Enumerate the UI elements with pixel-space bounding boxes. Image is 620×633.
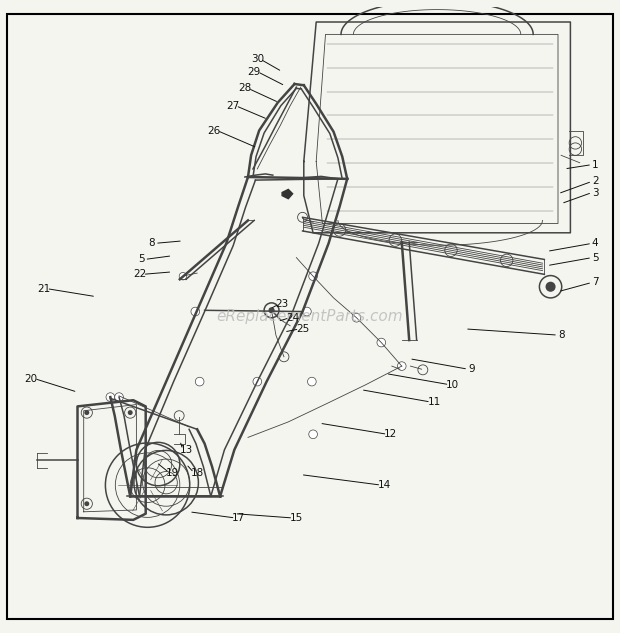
Circle shape — [377, 338, 386, 347]
Circle shape — [253, 377, 262, 386]
Circle shape — [309, 272, 317, 280]
Circle shape — [195, 377, 204, 386]
Text: 26: 26 — [207, 125, 221, 135]
Text: 11: 11 — [427, 397, 441, 407]
Circle shape — [309, 430, 317, 439]
Circle shape — [115, 392, 123, 401]
Circle shape — [397, 362, 406, 370]
Text: 22: 22 — [133, 269, 146, 279]
Text: 7: 7 — [592, 277, 598, 287]
Circle shape — [84, 501, 89, 506]
Text: 5: 5 — [138, 254, 144, 265]
Text: 30: 30 — [250, 54, 264, 64]
Text: 13: 13 — [179, 445, 193, 454]
Text: 20: 20 — [24, 373, 38, 384]
Circle shape — [308, 377, 316, 386]
Text: 8: 8 — [558, 330, 564, 340]
Circle shape — [268, 307, 275, 313]
Text: 24: 24 — [286, 313, 299, 323]
Circle shape — [128, 410, 133, 415]
Text: 15: 15 — [290, 513, 303, 523]
Circle shape — [106, 392, 115, 401]
Text: 17: 17 — [232, 513, 246, 523]
Text: 8: 8 — [149, 239, 155, 248]
Text: 28: 28 — [238, 84, 252, 93]
Text: 23: 23 — [275, 299, 289, 309]
Text: 3: 3 — [592, 187, 598, 197]
Text: 19: 19 — [166, 468, 179, 478]
Circle shape — [303, 307, 311, 316]
Circle shape — [84, 410, 89, 415]
Text: 9: 9 — [468, 364, 474, 374]
Text: 18: 18 — [190, 468, 204, 478]
Text: 25: 25 — [296, 324, 309, 334]
Text: 14: 14 — [378, 480, 391, 490]
Circle shape — [179, 272, 187, 280]
Circle shape — [352, 313, 361, 322]
Text: 1: 1 — [592, 160, 598, 170]
Text: 5: 5 — [592, 253, 598, 263]
Text: eReplacementParts.com: eReplacementParts.com — [216, 309, 404, 324]
Text: 4: 4 — [592, 239, 598, 248]
Text: 29: 29 — [247, 66, 261, 77]
Text: 21: 21 — [37, 284, 50, 294]
Text: 2: 2 — [592, 177, 598, 186]
Polygon shape — [282, 189, 293, 199]
Circle shape — [191, 307, 200, 316]
Circle shape — [546, 282, 555, 291]
Text: 12: 12 — [384, 429, 397, 439]
Text: 10: 10 — [446, 380, 459, 390]
Text: 27: 27 — [226, 101, 239, 111]
